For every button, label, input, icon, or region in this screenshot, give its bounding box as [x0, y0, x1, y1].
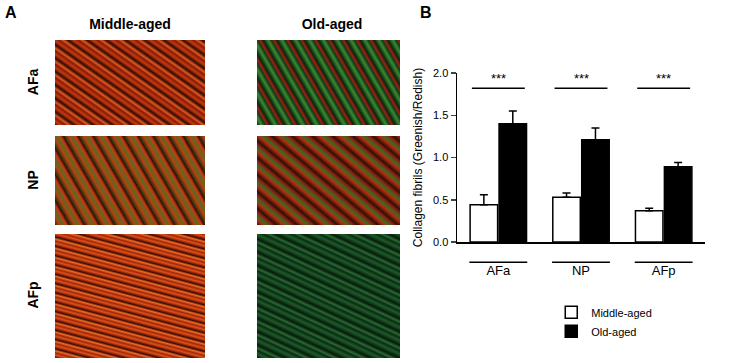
svg-text:Old-aged: Old-aged [591, 326, 636, 338]
svg-text:2.0: 2.0 [433, 67, 448, 79]
html-text:A: A [5, 4, 17, 21]
svg-text:***: *** [656, 71, 671, 86]
svg-text:NP: NP [572, 263, 590, 278]
svg-text:0.0: 0.0 [433, 236, 448, 248]
svg-text:1.0: 1.0 [433, 151, 448, 163]
html-text:B: B [420, 4, 432, 21]
svg-text:1.5: 1.5 [433, 109, 448, 121]
svg-text:AFa: AFa [486, 263, 511, 278]
html-text:AFp: AFp [25, 281, 41, 309]
svg-text:***: *** [491, 71, 506, 86]
svg-text:Middle-aged: Middle-aged [591, 307, 652, 319]
svg-text:***: *** [574, 71, 589, 86]
html-text:Old-aged: Old-aged [301, 16, 363, 32]
html-text:AFa: AFa [25, 68, 41, 95]
svg-text:AFp: AFp [652, 263, 676, 278]
html-text:NP: NP [25, 169, 41, 190]
svg-text:Collagen fibrils (Greenish/Red: Collagen fibrils (Greenish/Redish) [411, 68, 425, 247]
svg-text:0.5: 0.5 [433, 194, 448, 206]
html-text:Middle-aged: Middle-aged [89, 16, 171, 32]
